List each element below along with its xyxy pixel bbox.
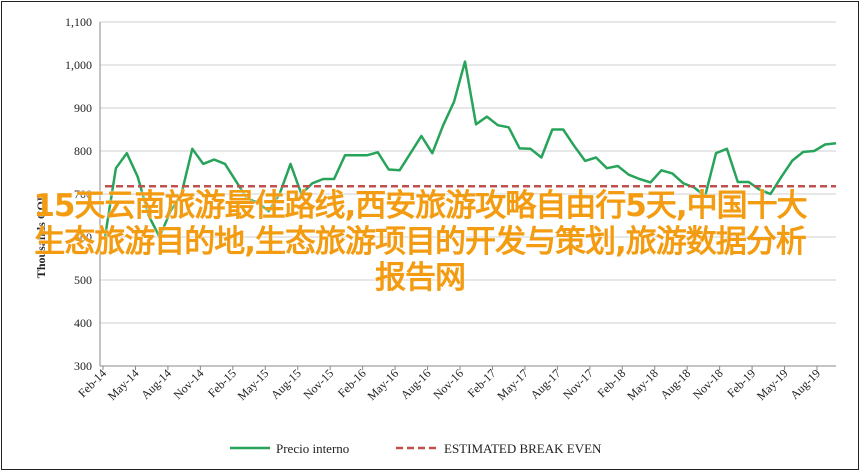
x-tick-label: Feb-19	[724, 366, 758, 400]
y-tick-label: 1,000	[65, 58, 92, 72]
x-tick-label: Aug-19	[787, 366, 823, 402]
x-tick-label: Feb-17	[465, 366, 499, 400]
x-tick-label: Feb-15	[205, 366, 239, 400]
x-tick-label: Nov-17	[560, 366, 596, 402]
legend-label: ESTIMATED BREAK EVEN	[444, 441, 602, 456]
x-tick-label: May-15	[235, 366, 272, 403]
y-tick-label: 300	[74, 359, 92, 373]
y-tick-label: 700	[74, 187, 92, 201]
y-tick-label: 900	[74, 101, 92, 115]
x-axis: Feb-14May-14Aug-14Nov-14Feb-15May-15Aug-…	[75, 365, 836, 403]
y-axis: 300 400 500 600 700 800 900 1,000 1,100	[65, 15, 101, 373]
overlay-caption: 15天云南旅游最佳路线,西安旅游攻略自由行5天,中国十大生态旅游目的地,生态旅游…	[33, 188, 807, 296]
x-tick-label: May-16	[364, 366, 401, 403]
series-line	[103, 60, 837, 239]
legend-label: Precio interno	[276, 441, 349, 456]
x-tick-label: Nov-14	[171, 366, 207, 402]
y-tick-label: 400	[74, 316, 92, 330]
x-tick-label: May-18	[624, 366, 661, 403]
x-tick-label: May-17	[494, 366, 531, 403]
series-layer	[103, 60, 837, 239]
x-tick-label: Aug-17	[528, 366, 564, 402]
x-tick-label: Aug-16	[398, 366, 434, 402]
x-tick-label: Nov-15	[300, 366, 336, 402]
x-tick-label: Nov-18	[690, 366, 726, 402]
x-tick-label: Feb-16	[335, 366, 369, 400]
x-tick-label: Nov-16	[430, 366, 466, 402]
x-tick-label: Aug-14	[138, 366, 174, 402]
y-tick-label: 800	[74, 144, 92, 158]
x-tick-label: Aug-15	[268, 366, 304, 402]
y-tick-label: 1,100	[65, 15, 92, 29]
x-tick-label: May-14	[105, 366, 142, 403]
legend: Precio interno ESTIMATED BREAK EVEN	[230, 441, 602, 456]
x-tick-label: Feb-18	[594, 366, 628, 400]
y-tick-label: 600	[74, 230, 92, 244]
x-tick-label: May-19	[754, 366, 791, 403]
y-axis-label: Thousands COP	[34, 194, 48, 278]
y-tick-label: 500	[74, 273, 92, 287]
x-tick-label: Aug-18	[657, 366, 693, 402]
